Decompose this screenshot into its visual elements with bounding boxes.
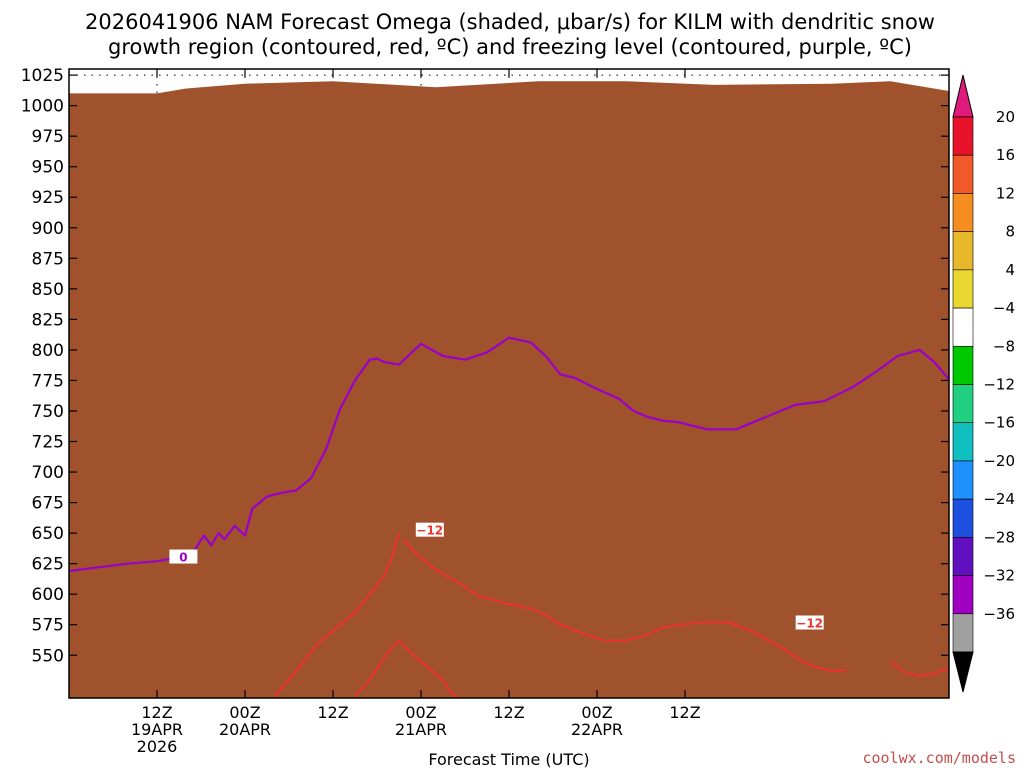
colorbar-label: 20 <box>996 108 1015 126</box>
y-tick-label: 975 <box>32 127 64 147</box>
colorbar-bottom-arrow <box>952 651 974 693</box>
colorbar-swatch <box>952 116 974 156</box>
colorbar-label: −8 <box>993 337 1015 355</box>
y-tick-label: 825 <box>32 310 64 330</box>
y-tick-label: 850 <box>32 280 64 300</box>
y-tick-label: 775 <box>32 371 64 391</box>
y-tick-label: 600 <box>32 585 64 605</box>
contour-layer: −12 −12 0 <box>69 336 949 698</box>
colorbar-label: 12 <box>996 184 1015 202</box>
contour-label-bg <box>169 549 198 564</box>
y-tick-label: 925 <box>32 188 64 208</box>
y-tick-label: 950 <box>32 158 64 178</box>
x-tick-label: 00Z <box>581 703 612 722</box>
colorbar-swatch <box>952 345 974 385</box>
y-tick-label: 1000 <box>21 97 64 117</box>
colorbar-label: −20 <box>983 452 1015 470</box>
x-tick-label: 00Z <box>229 703 260 722</box>
x-tick-label: 00Z <box>405 703 436 722</box>
colorbar-label: −12 <box>983 376 1015 394</box>
plot-area: −12 −12 0 <box>69 69 949 698</box>
y-tick-label: 550 <box>32 646 64 666</box>
contour-label-dendritic-minus12-right: −12 <box>796 616 823 630</box>
x-tick-label: 12Z <box>317 703 348 722</box>
colorbar-label: 4 <box>1005 261 1015 279</box>
y-tick-label: 650 <box>32 524 64 544</box>
contour-dendritic-minus12-upper-right <box>889 660 949 678</box>
colorbar-swatch <box>952 269 974 309</box>
y-axis: 550 575 600 625 650 675 700 725 750 775 800 825 850 8… <box>21 66 949 666</box>
colorbar-label: −4 <box>993 299 1015 317</box>
terrain-fill <box>69 81 949 698</box>
contour-dendritic-minus12-left <box>273 532 401 698</box>
x-tick-label: 21APR <box>395 720 447 739</box>
y-tick-label: 625 <box>32 555 64 575</box>
colorbar-swatch <box>952 422 974 462</box>
x-tick-label: 12Z <box>493 703 524 722</box>
contour-label-bg <box>795 615 824 630</box>
x-tick-label: 19APR <box>131 720 183 739</box>
colorbar-swatch <box>952 154 974 194</box>
colorbar-top-arrow <box>952 74 974 118</box>
x-tick-label: 2026 <box>137 737 178 756</box>
y-tick-label: 800 <box>32 341 64 361</box>
y-tick-label: 725 <box>32 433 64 453</box>
y-tick-label: 750 <box>32 402 64 422</box>
colorbar-swatch <box>952 498 974 538</box>
y-tick-label: 900 <box>32 219 64 239</box>
x-tick-label: 12Z <box>141 703 172 722</box>
contour-freezing-level-0 <box>69 336 949 573</box>
colorbar-swatch <box>952 613 974 653</box>
y-tick-label: 675 <box>32 494 64 514</box>
colorbar-label: 8 <box>1005 223 1015 241</box>
contour-label-freezing-level-0: 0 <box>179 551 187 565</box>
colorbar-label: −16 <box>983 414 1015 432</box>
chart-title-line2: growth region (contoured, red, ºC) and f… <box>108 35 912 59</box>
y-tick-label: 875 <box>32 249 64 269</box>
x-tick-label: 20APR <box>219 720 271 739</box>
colorbar-label: −24 <box>983 490 1015 508</box>
colorbar-swatch <box>952 384 974 424</box>
colorbar-swatch <box>952 575 974 615</box>
y-tick-label: 575 <box>32 616 64 636</box>
y-tick-label: 1025 <box>21 66 64 86</box>
contour-dendritic-minus12-right <box>402 538 847 673</box>
colorbar-label: 16 <box>996 146 1015 164</box>
colorbar-swatch <box>952 460 974 500</box>
colorbar-label: −32 <box>983 567 1015 585</box>
colorbar-label: −28 <box>983 528 1015 546</box>
contour-label-dendritic-minus12-left: −12 <box>416 524 443 538</box>
colorbar: 20 16 12 8 4 −4 −8 −12 −16 −20 −24 −28 −32 −36 <box>952 74 1015 693</box>
terrain-layer <box>69 81 949 698</box>
credit-text: coolwx.com/models <box>862 749 1016 767</box>
x-axis-label: Forecast Time (UTC) <box>428 750 589 768</box>
chart-title-line1: 2026041906 NAM Forecast Omega (shaded, μ… <box>85 10 935 34</box>
colorbar-swatch <box>952 193 974 232</box>
contour-dendritic-minus12-top <box>354 639 459 698</box>
contour-label-bg <box>415 522 444 537</box>
colorbar-label: −36 <box>983 605 1015 623</box>
x-tick-label: 12Z <box>669 703 700 722</box>
colorbar-swatch <box>952 537 974 576</box>
x-tick-label: 22APR <box>571 720 623 739</box>
y-tick-label: 700 <box>32 463 64 483</box>
colorbar-swatch <box>952 307 974 347</box>
colorbar-swatch <box>952 231 974 271</box>
